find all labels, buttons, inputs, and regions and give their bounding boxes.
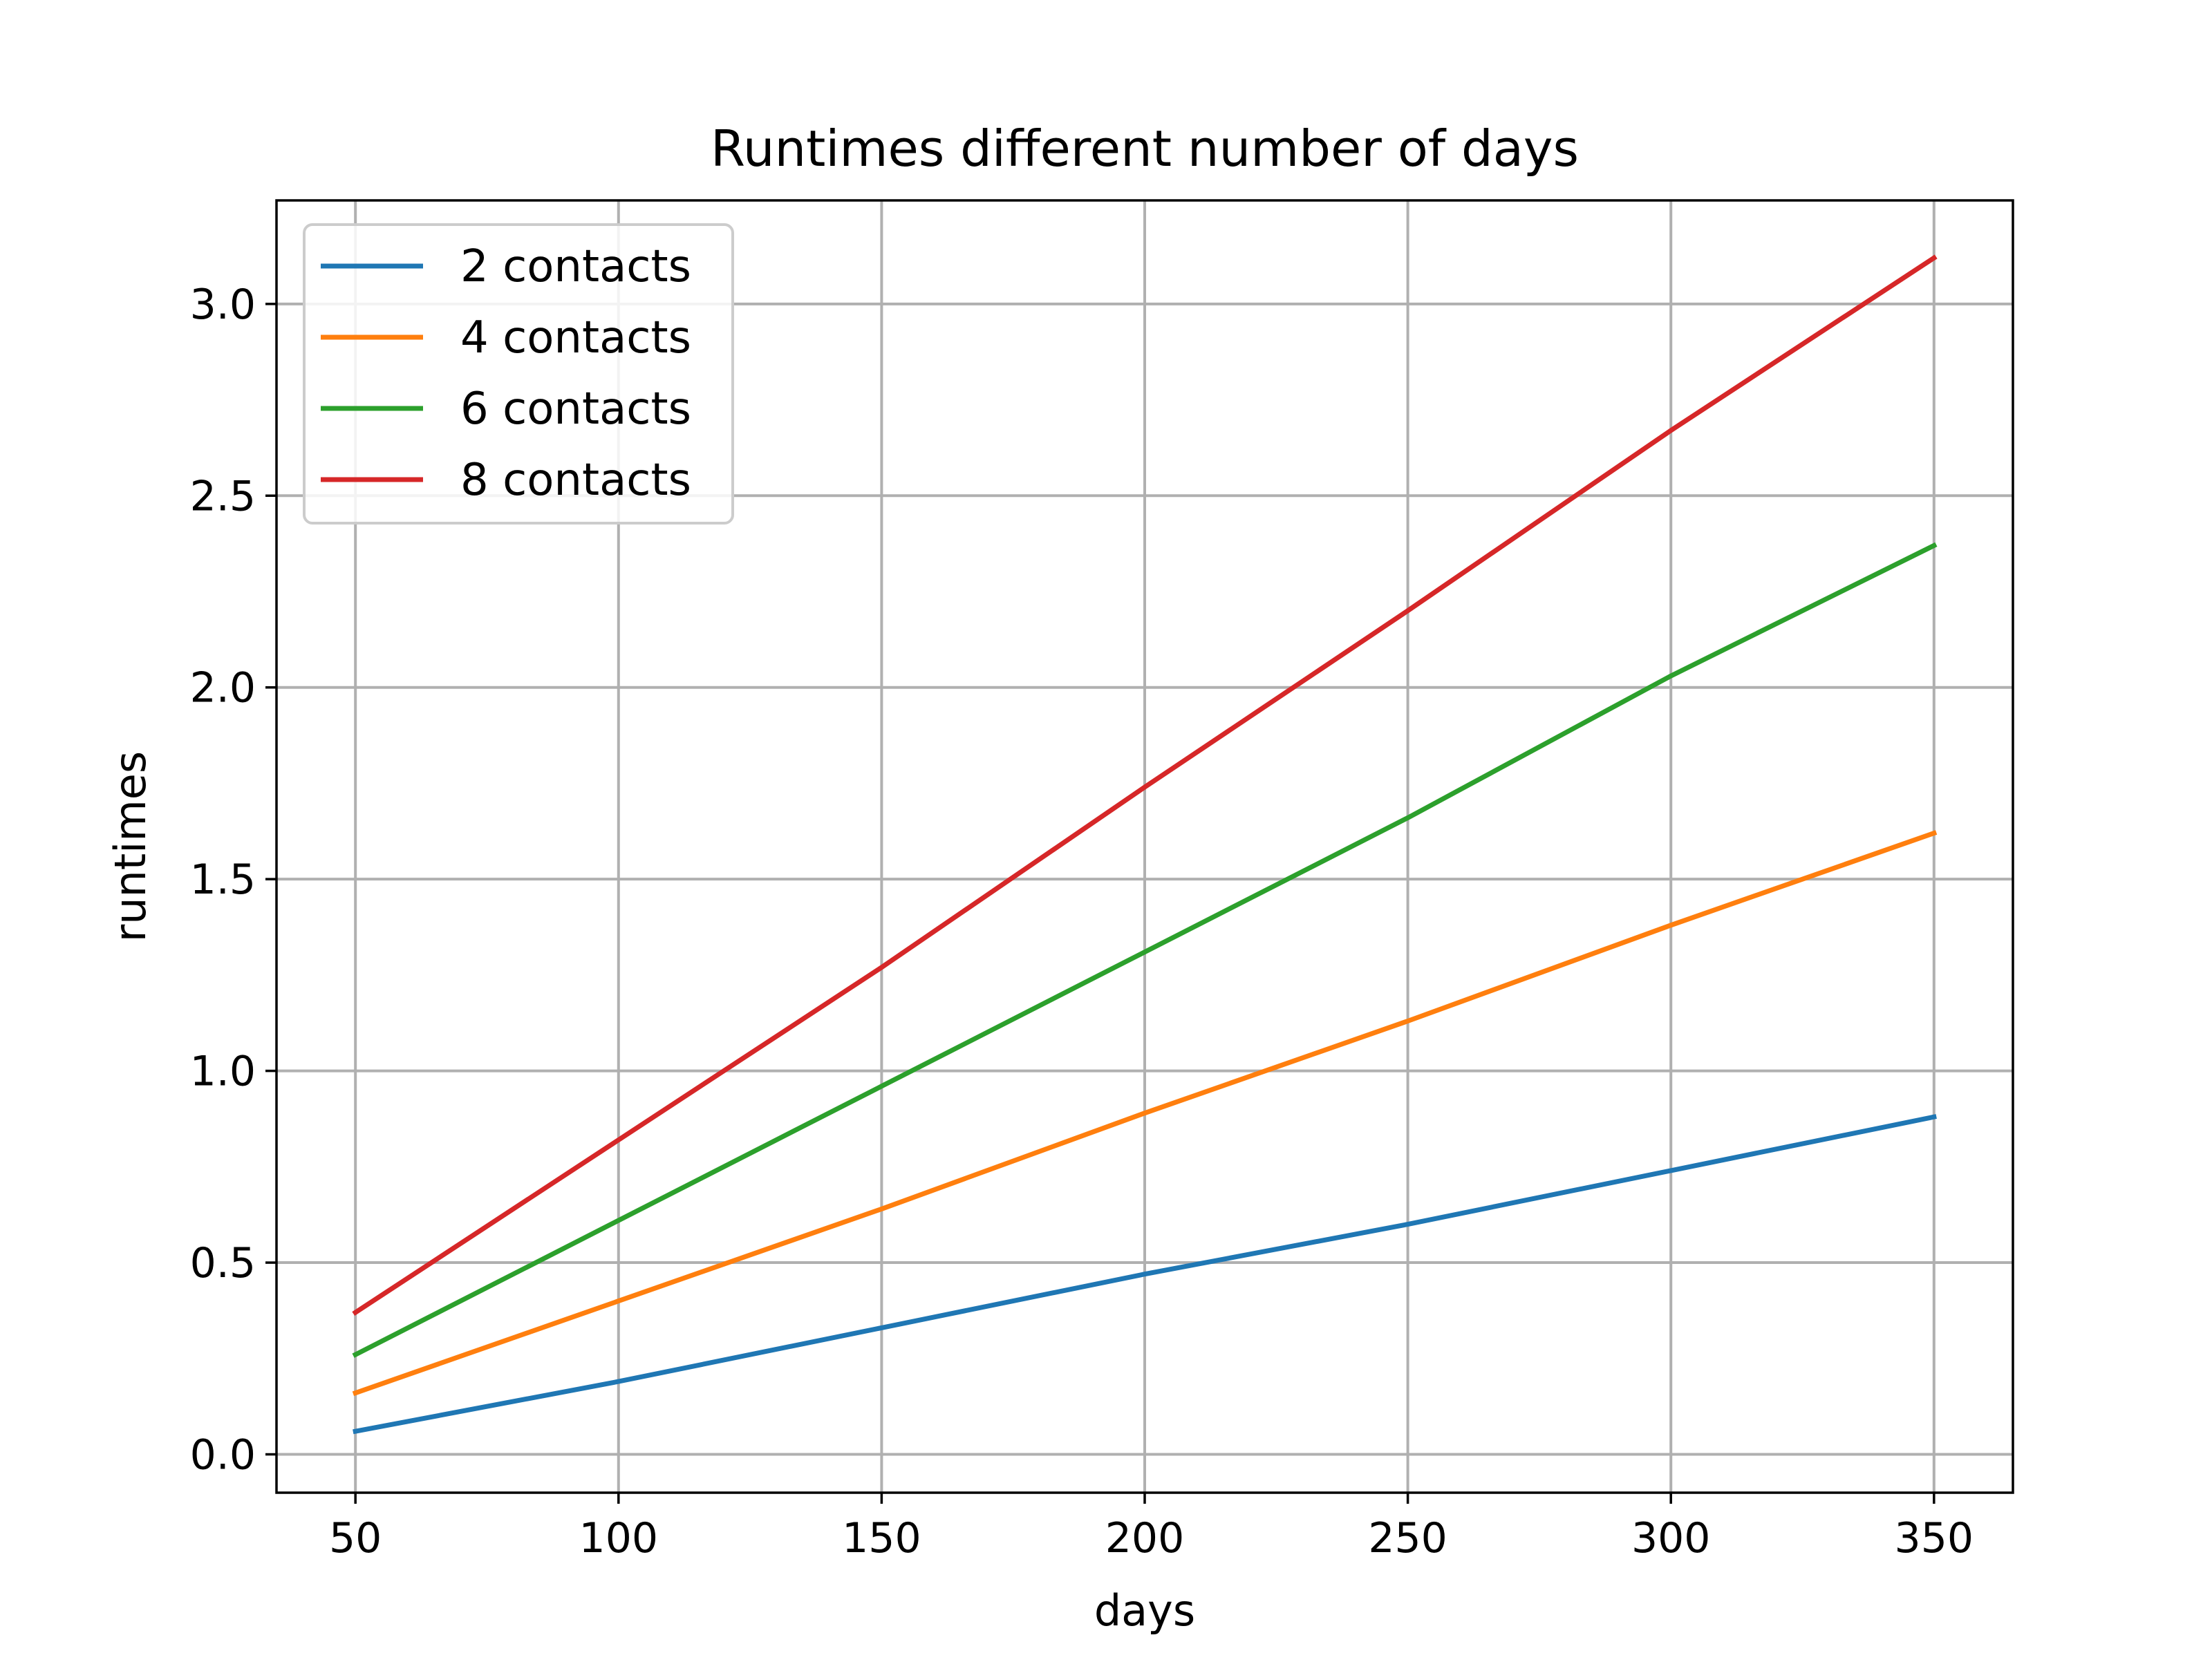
- x-tick-label: 100: [579, 1514, 659, 1562]
- x-tick-label: 300: [1631, 1514, 1711, 1562]
- y-tick-label: 1.5: [190, 856, 256, 904]
- legend-label: 8 contacts: [460, 455, 691, 506]
- legend-label: 6 contacts: [460, 384, 691, 435]
- x-tick-label: 350: [1895, 1514, 1974, 1562]
- series-lines: [352, 254, 1938, 1435]
- series-line-2-contacts: [353, 1114, 1937, 1435]
- legend-label: 2 contacts: [460, 241, 691, 292]
- series-line-8-contacts: [352, 254, 1938, 1316]
- y-tick-label: 0.5: [190, 1239, 256, 1287]
- x-axis-label: days: [1094, 1585, 1195, 1636]
- y-tick-label: 2.5: [190, 472, 256, 520]
- x-tick-label: 50: [329, 1514, 382, 1562]
- axis-ticks: 50 100 150 200 250 300 350 0.0 0.5 1.0 1.5 2.0 2.5 3.…: [190, 281, 1974, 1562]
- legend: 2 contacts 4 contacts 6 contacts 8 contacts: [303, 223, 734, 525]
- series-line-6-contacts: [352, 542, 1938, 1358]
- y-tick-label: 1.0: [190, 1048, 256, 1096]
- x-tick-label: 200: [1105, 1514, 1185, 1562]
- legend-frame: [303, 223, 734, 525]
- chart-title: Runtimes different number of days: [711, 120, 1579, 178]
- x-tick-label: 150: [842, 1514, 921, 1562]
- legend-label: 4 contacts: [460, 312, 691, 363]
- y-tick-label: 3.0: [190, 281, 256, 329]
- y-axis-label: runtimes: [105, 751, 156, 942]
- grid: [276, 200, 2013, 1493]
- x-tick-label: 250: [1368, 1514, 1447, 1562]
- y-tick-label: 0.0: [190, 1431, 256, 1480]
- y-tick-label: 2.0: [190, 664, 256, 712]
- series-line-4-contacts: [352, 830, 1938, 1397]
